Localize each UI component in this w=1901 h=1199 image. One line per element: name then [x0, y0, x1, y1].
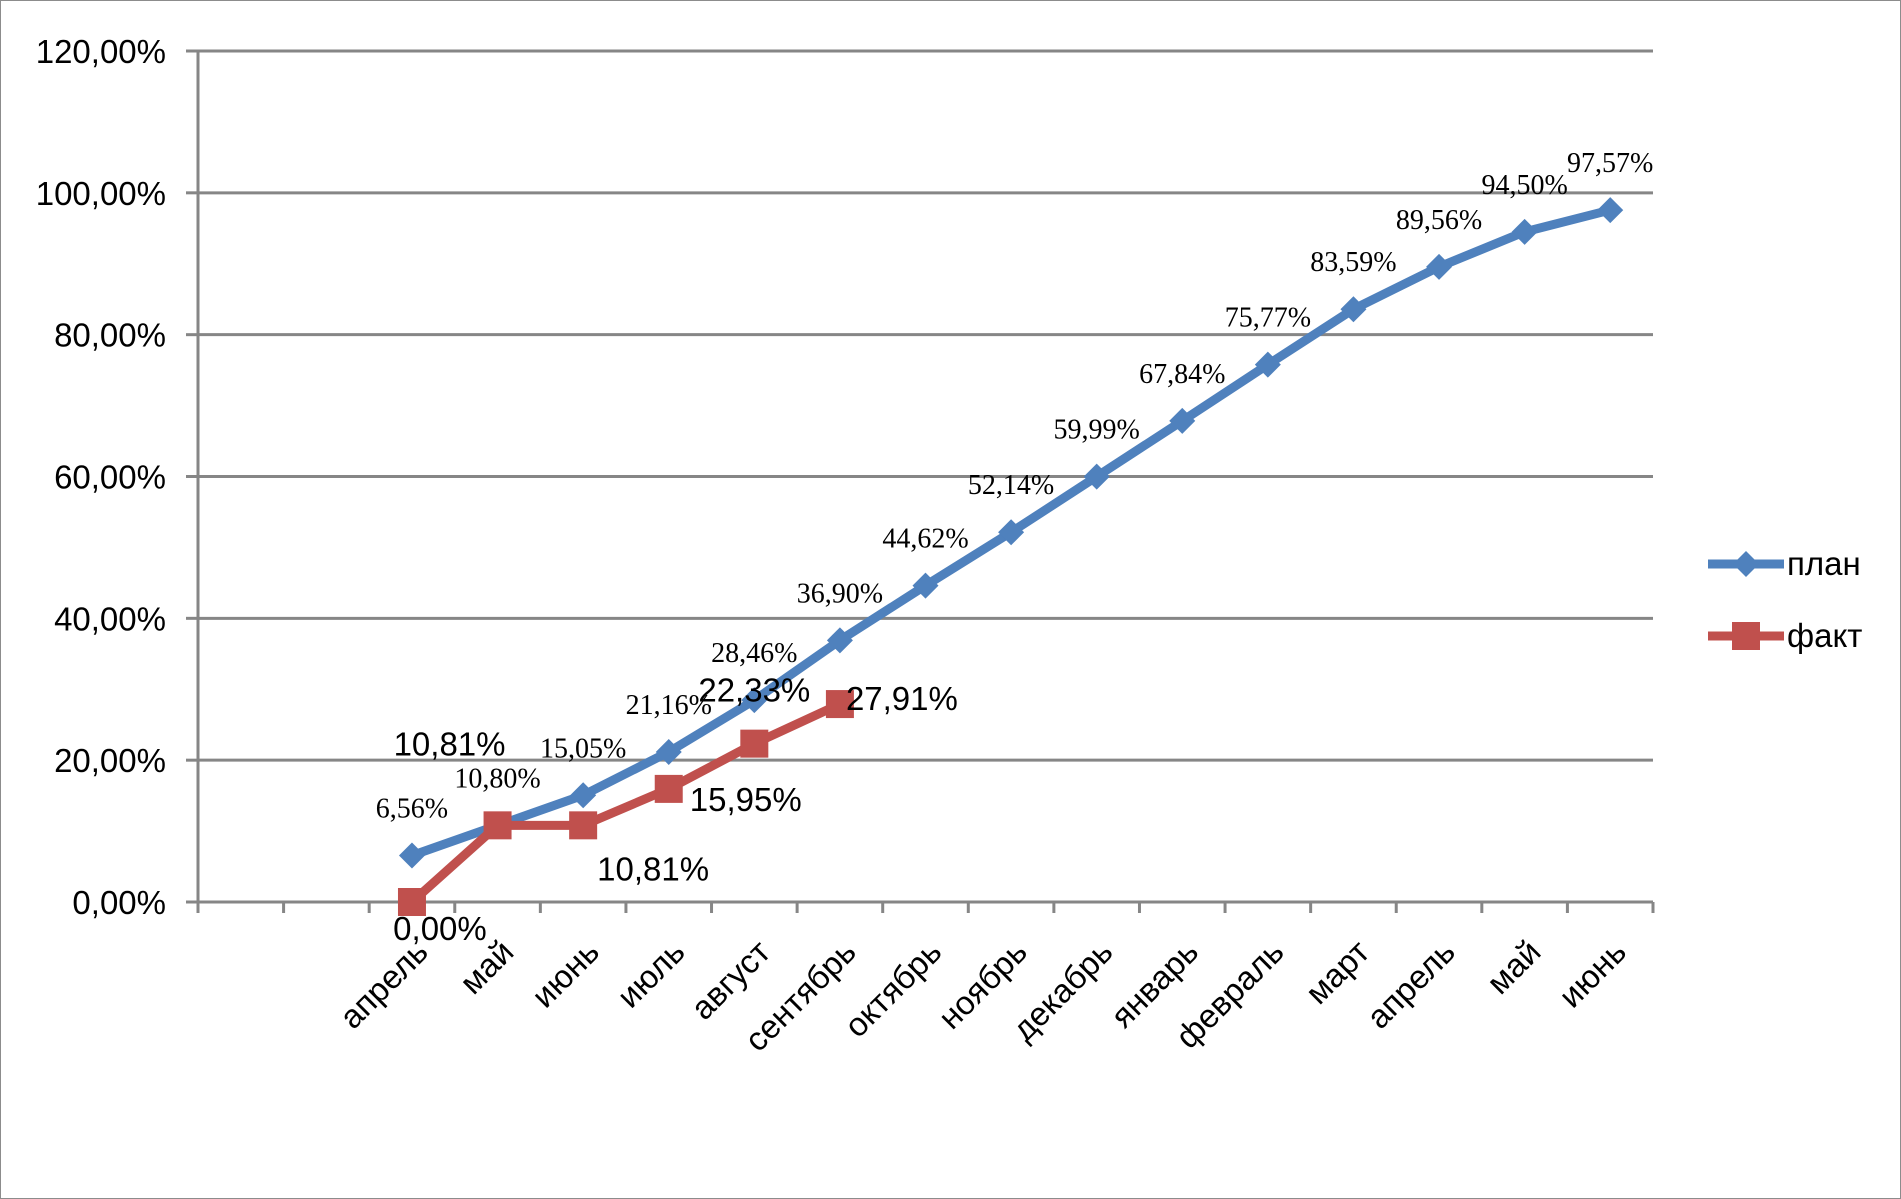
fact-data-label: 10,81% — [394, 725, 506, 762]
fact-data-label: 22,33% — [698, 672, 810, 709]
fact-point-marker — [397, 888, 426, 916]
legend: план факт — [1708, 545, 1862, 654]
plan-data-label: 44,62% — [882, 524, 968, 555]
x-tick-label: июнь — [1551, 933, 1633, 1015]
fact-data-label: 27,91% — [846, 680, 958, 717]
x-tick-label: май — [1479, 933, 1547, 1001]
plan-point-marker — [1597, 197, 1624, 224]
legend-marker-fact — [1732, 622, 1760, 650]
plan-point-marker — [1340, 296, 1367, 323]
plan-point-marker — [1426, 253, 1453, 280]
plan-point-marker — [741, 687, 768, 714]
plan-point-marker — [398, 842, 425, 869]
fact-data-label: 15,95% — [690, 781, 802, 818]
plan-data-label: 94,50% — [1481, 170, 1567, 201]
plan-point-marker — [1083, 463, 1110, 490]
y-tick-label: 0,00% — [72, 884, 166, 921]
plan-data-label: 59,99% — [1054, 415, 1140, 446]
y-tick-label: 100,00% — [36, 175, 166, 212]
x-tick-label: июль — [610, 933, 692, 1015]
plan-point-marker — [912, 572, 939, 599]
plan-data-label: 89,56% — [1396, 205, 1482, 236]
y-tick-label: 20,00% — [54, 742, 166, 779]
y-tick-label: 80,00% — [54, 317, 166, 354]
fact-point-marker — [825, 690, 854, 719]
plan-data-label: 6,56% — [376, 793, 448, 824]
fact-data-label: 10,81% — [597, 850, 709, 887]
x-tick-label: апрель — [332, 933, 435, 1036]
fact-data-label: 0,00% — [393, 910, 487, 947]
plan-data-label: 75,77% — [1225, 303, 1311, 334]
legend-label-plan: план — [1787, 545, 1861, 582]
fact-point-marker — [740, 729, 769, 758]
plan-data-label: 67,84% — [1139, 359, 1225, 390]
plan-point-marker — [570, 782, 597, 809]
plan-data-label: 36,90% — [797, 578, 883, 609]
series-line-fact — [408, 699, 842, 906]
plan-point-marker — [1511, 218, 1538, 245]
x-tick-label: октябрь — [837, 933, 948, 1044]
plan-point-marker — [826, 627, 853, 654]
plan-data-label: 52,14% — [968, 470, 1054, 501]
axis-layer: 0,00% 20,00% 40,00% 60,00% 80,00% 100,00% 120,… — [36, 33, 1655, 1058]
x-tick-label: июнь — [524, 933, 606, 1015]
plan-point-marker — [655, 738, 682, 765]
series-layer — [397, 197, 1624, 916]
plan-data-label: 83,59% — [1310, 247, 1396, 278]
plan-point-marker — [1169, 407, 1196, 434]
y-tick-label: 60,00% — [54, 459, 166, 496]
x-tick-label: апрель — [1359, 933, 1462, 1036]
fact-point-marker — [483, 811, 512, 840]
plan-data-label: 28,46% — [711, 638, 797, 669]
y-tick-label: 40,00% — [54, 600, 166, 637]
plan-data-label: 97,57% — [1567, 148, 1653, 179]
plan-data-label: 10,80% — [454, 763, 540, 794]
fact-point-marker — [654, 774, 683, 803]
plan-point-marker — [998, 519, 1025, 546]
legend-label-fact: факт — [1787, 617, 1862, 654]
plan-data-label: 15,05% — [540, 733, 626, 764]
grid-layer — [198, 49, 1653, 904]
y-tick-label: 120,00% — [36, 33, 166, 70]
data-label-layer: 6,56%10,80%15,05%21,16% 28,46%36,90% 44,62… — [376, 148, 1654, 947]
legend-marker-plan — [1733, 551, 1759, 577]
x-tick-label: март — [1298, 933, 1376, 1011]
plan-point-marker — [1254, 351, 1281, 378]
plan-data-label: 21,16% — [626, 690, 712, 721]
fact-point-marker — [569, 811, 598, 840]
